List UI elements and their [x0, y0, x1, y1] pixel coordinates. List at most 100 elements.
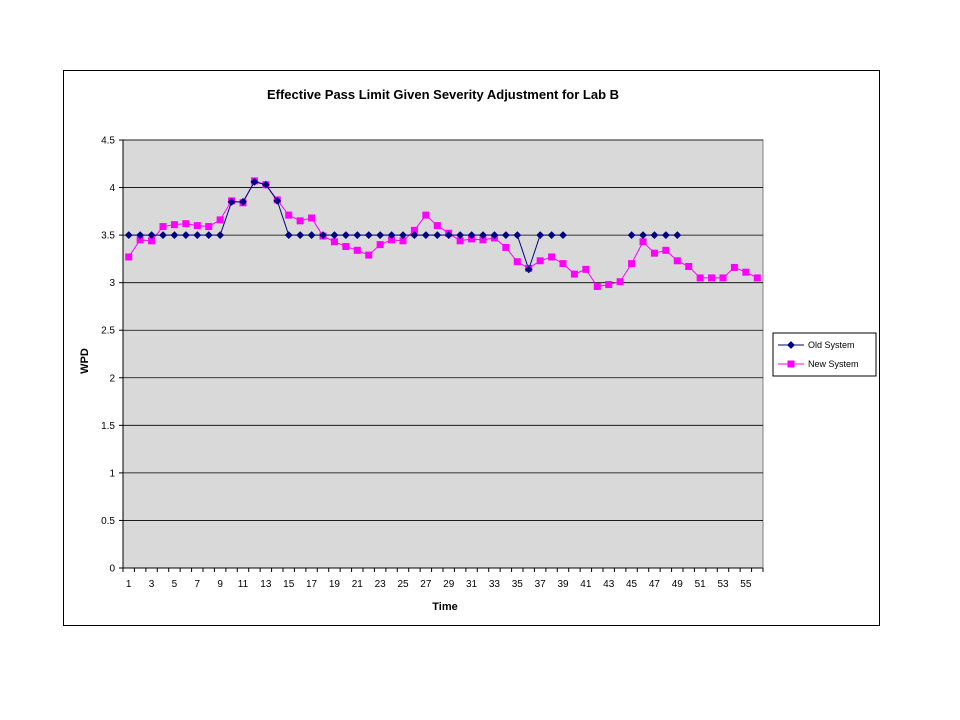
data-point [330, 231, 339, 240]
data-point [582, 265, 590, 273]
x-tick-label: 17 [306, 579, 318, 590]
data-point [193, 231, 202, 240]
data-point [730, 263, 738, 271]
x-tick-label: 1 [126, 579, 132, 590]
legend: Old System New System [772, 332, 877, 377]
data-point [193, 222, 201, 230]
data-point [662, 246, 670, 254]
data-point [513, 231, 522, 240]
y-tick-label: 3.5 [101, 231, 115, 242]
data-point [387, 231, 396, 240]
x-tick-label: 51 [695, 579, 707, 590]
data-point [147, 231, 156, 240]
y-tick-label: 2 [109, 373, 115, 384]
data-point [673, 257, 681, 265]
data-point [261, 180, 270, 189]
data-point [124, 231, 133, 240]
data-point [422, 211, 430, 219]
data-point [479, 231, 487, 240]
data-point [307, 231, 316, 240]
y-tick-label: 2.5 [101, 326, 115, 337]
x-tick-label: 27 [420, 579, 432, 590]
data-point [742, 268, 750, 276]
data-point [239, 197, 247, 206]
x-tick-label: 3 [149, 579, 155, 590]
x-tick-label: 47 [649, 579, 661, 590]
data-point [216, 216, 224, 224]
line-chart: 00.511.522.533.544.51 3 5 7 9 11 13 15 17 19 21 23 2… [79, 87, 877, 613]
data-point [296, 231, 305, 240]
data-point [593, 282, 601, 290]
data-point [410, 231, 419, 240]
data-point [444, 231, 453, 240]
data-point [753, 274, 761, 282]
chart-frame: 0 0.5 1 1.5 2 2.5 3 3.5 4 4.5 1 3 5 7 9 11 13 15 17 19 21 23 2… [63, 70, 880, 626]
data-point [524, 265, 533, 274]
data-point [559, 231, 567, 240]
data-point [250, 177, 259, 186]
chart-title: Effective Pass Limit Given Severity Adju… [267, 87, 619, 102]
data-point [650, 231, 659, 240]
y-tick-label: 1.5 [101, 421, 115, 432]
data-point [661, 231, 670, 240]
data-point [639, 231, 647, 240]
data-point [490, 231, 499, 240]
legend-box [772, 332, 877, 377]
x-tick-label: 29 [443, 579, 455, 590]
data-point [696, 274, 704, 282]
data-point [376, 241, 384, 249]
data-point [353, 231, 362, 240]
data-point [639, 238, 647, 246]
data-point [421, 231, 430, 240]
data-point [513, 258, 521, 266]
data-point [536, 231, 545, 240]
x-tick-label: 43 [603, 579, 615, 590]
data-point [376, 231, 385, 240]
data-point [719, 274, 727, 282]
data-point [787, 360, 795, 368]
data-point [308, 214, 316, 222]
data-point [182, 220, 190, 228]
x-tick-label: 33 [489, 579, 501, 590]
x-tick-label: 5 [172, 579, 178, 590]
data-point [364, 231, 373, 240]
x-tick-label: 21 [352, 579, 364, 590]
data-point [501, 231, 510, 240]
data-point [467, 231, 476, 240]
x-tick-label: 37 [535, 579, 547, 590]
plot-area [122, 139, 764, 569]
series-old-system [124, 177, 682, 274]
x-tick-label: 45 [626, 579, 638, 590]
data-point [341, 231, 350, 240]
data-point [787, 341, 795, 349]
data-point [616, 278, 624, 286]
data-point [559, 260, 567, 268]
x-tick-label: 7 [195, 579, 201, 590]
data-point [227, 197, 236, 206]
x-tick-label: 55 [740, 579, 752, 590]
data-point [319, 231, 327, 240]
data-point [216, 231, 225, 240]
data-point [205, 223, 213, 231]
data-point [399, 231, 407, 240]
series-layer [124, 177, 761, 290]
x-tick-label: 23 [375, 579, 387, 590]
data-point [273, 196, 282, 205]
x-axis-title: Time [432, 601, 457, 613]
x-tick-label: 15 [283, 579, 295, 590]
y-tick-label: 3 [109, 278, 115, 289]
data-point [296, 217, 304, 225]
y-axis-title: WPD [79, 348, 91, 374]
data-point [159, 231, 167, 240]
data-point [353, 246, 361, 254]
data-point [433, 231, 442, 240]
data-point [570, 270, 578, 278]
data-point [502, 243, 510, 251]
data-point [181, 231, 190, 240]
data-point [547, 231, 556, 240]
x-tick-label: 35 [512, 579, 524, 590]
y-tick-label: 0.5 [101, 516, 115, 527]
data-point [627, 231, 636, 240]
y-tick-label: 0 [109, 564, 115, 575]
data-point [548, 253, 556, 261]
